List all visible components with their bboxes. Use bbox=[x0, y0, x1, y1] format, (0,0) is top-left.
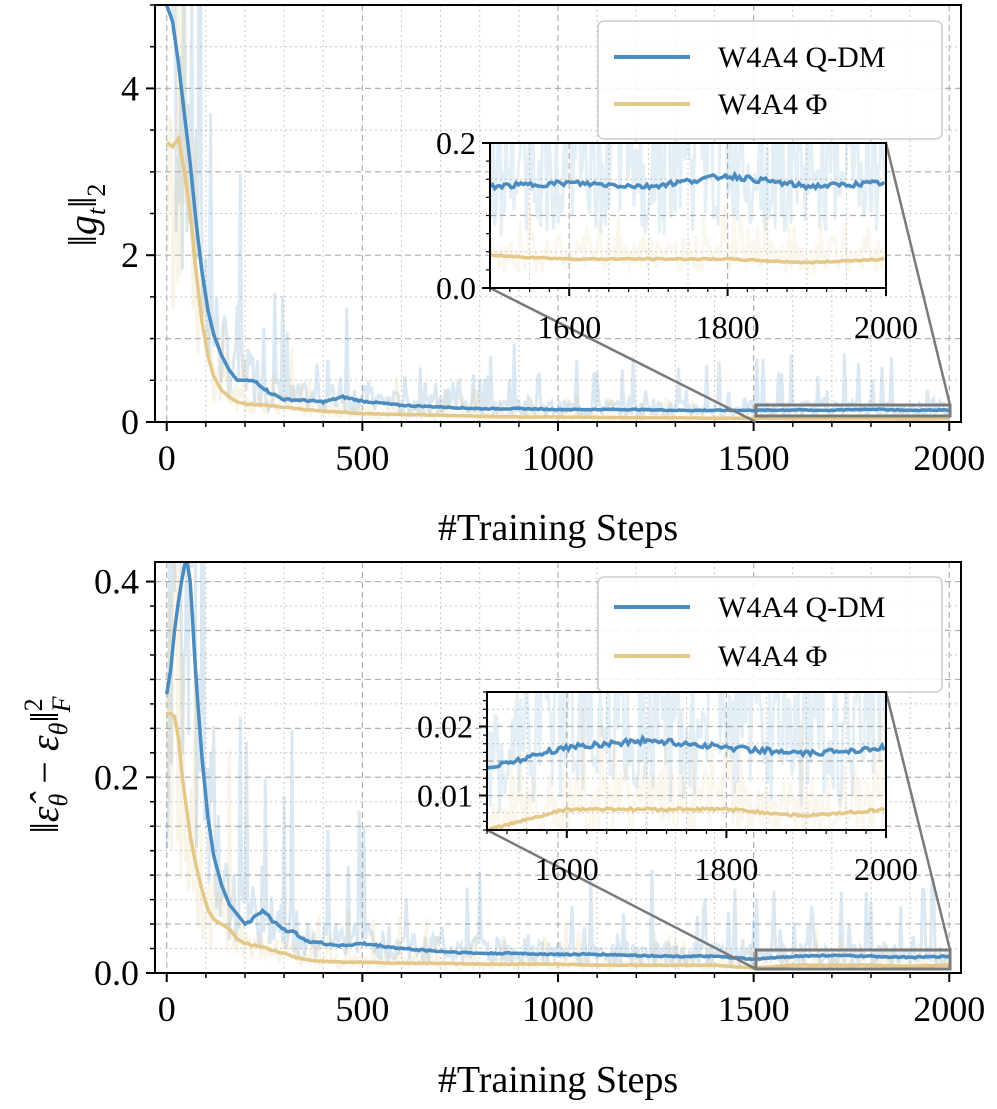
y-tick-label: 4 bbox=[121, 68, 139, 108]
y-tick-label: 0.0 bbox=[94, 953, 139, 993]
top-legend-label-phi: W4A4 Φ bbox=[718, 88, 827, 121]
x-tick-label: 1000 bbox=[522, 438, 594, 478]
top-ticks: 0 500 1000 1500 2000 0 2 4 bbox=[121, 4, 985, 478]
top-inset-ticks: 1600 1800 2000 0.0 0.2 bbox=[436, 125, 918, 345]
top-zoom-connector-left bbox=[489, 286, 757, 424]
inset-line-qdm bbox=[490, 170, 886, 192]
bottom-legend: W4A4 Q-DM W4A4 Φ bbox=[597, 576, 943, 693]
x-tick-label: 2000 bbox=[913, 438, 985, 478]
series-line-qdm bbox=[165, 5, 950, 413]
inset-raw-noise-qdm bbox=[490, 143, 886, 236]
inset-x-tick-label: 1800 bbox=[696, 309, 760, 345]
bottom-legend-label-phi: W4A4 Φ bbox=[718, 640, 827, 673]
inset-x-tick-label: 2000 bbox=[854, 309, 918, 345]
inset-line-qdm bbox=[487, 733, 886, 770]
y-tick-label: 2 bbox=[121, 235, 139, 275]
top-legend-label-qdm: W4A4 Q-DM bbox=[718, 41, 885, 74]
inset-y-tick-label: 0.2 bbox=[436, 125, 476, 161]
bottom-ticks: 0 500 1000 1500 2000 0.0 0.2 0.4 bbox=[94, 562, 985, 1029]
top-inset: 1600 1800 2000 0.0 0.2 bbox=[436, 125, 918, 345]
top-legend-box bbox=[597, 20, 943, 140]
series-line-qdm bbox=[164, 562, 950, 962]
top-panel: 0 500 1000 1500 2000 0 2 4 #Training Steps ‖gt‖… bbox=[60, 4, 985, 549]
x-tick-label: 1000 bbox=[522, 989, 594, 1029]
x-tick-label: 2000 bbox=[913, 989, 985, 1029]
inset-y-tick-label: 0.01 bbox=[417, 778, 473, 814]
x-tick-label: 0 bbox=[158, 438, 176, 478]
bottom-zoom-indicator bbox=[486, 691, 952, 971]
inset-y-tick-label: 0.0 bbox=[436, 270, 476, 306]
bottom-zoom-rect bbox=[754, 948, 952, 971]
bottom-zoom-connector-right bbox=[884, 691, 952, 951]
inset-line-phi bbox=[487, 805, 886, 830]
top-zoom-indicator bbox=[489, 142, 952, 424]
x-tick-label: 500 bbox=[335, 438, 389, 478]
inset-x-tick-label: 1800 bbox=[694, 851, 758, 887]
x-tick-label: 0 bbox=[158, 989, 176, 1029]
bottom-inset-ticks: 1600 1800 2000 0.01 0.02 bbox=[417, 691, 918, 887]
bottom-legend-label-qdm: W4A4 Q-DM bbox=[718, 591, 885, 624]
y-tick-label: 0 bbox=[121, 402, 139, 442]
inset-x-tick-label: 2000 bbox=[854, 851, 918, 887]
bottom-x-axis-label: #Training Steps bbox=[438, 1059, 678, 1101]
bottom-inset: 1600 1800 2000 0.01 0.02 bbox=[417, 691, 918, 887]
series-line-phi bbox=[166, 711, 950, 971]
series-line-phi bbox=[165, 133, 950, 421]
top-zoom-connector-right bbox=[884, 142, 952, 406]
x-tick-label: 1500 bbox=[718, 989, 790, 1029]
y-tick-label: 0.4 bbox=[94, 562, 139, 602]
inset-raw-noise-qdm bbox=[487, 692, 886, 813]
inset-x-tick-label: 1600 bbox=[535, 851, 599, 887]
bottom-inset-lines bbox=[487, 733, 886, 830]
inset-line-phi bbox=[490, 252, 885, 265]
bottom-panel: 0 500 1000 1500 2000 0.0 0.2 0.4 #Training Step… bbox=[19, 561, 985, 1101]
top-inset-lines bbox=[490, 170, 886, 265]
svg-text:‖ε̂θ − εθ‖2F: ‖ε̂θ − εθ‖2F bbox=[19, 695, 76, 833]
series-raw-noise-qdm bbox=[171, 5, 951, 422]
top-series-lines bbox=[165, 5, 950, 421]
top-legend: W4A4 Q-DM W4A4 Φ bbox=[597, 20, 943, 140]
top-x-axis-label: #Training Steps bbox=[438, 507, 678, 549]
top-zoom-rect bbox=[754, 403, 952, 418]
top-y-axis-label: ‖gt‖2 bbox=[60, 184, 111, 247]
bottom-zoom-connector-left bbox=[486, 828, 757, 971]
x-tick-label: 500 bbox=[335, 989, 389, 1029]
y-tick-label: 0.2 bbox=[94, 757, 139, 797]
bottom-series-lines bbox=[164, 562, 950, 971]
x-tick-label: 1500 bbox=[718, 438, 790, 478]
bottom-y-axis-label: ‖ε̂θ − εθ‖2F bbox=[19, 695, 76, 833]
inset-x-tick-label: 1600 bbox=[537, 309, 601, 345]
inset-y-tick-label: 0.02 bbox=[417, 709, 473, 745]
